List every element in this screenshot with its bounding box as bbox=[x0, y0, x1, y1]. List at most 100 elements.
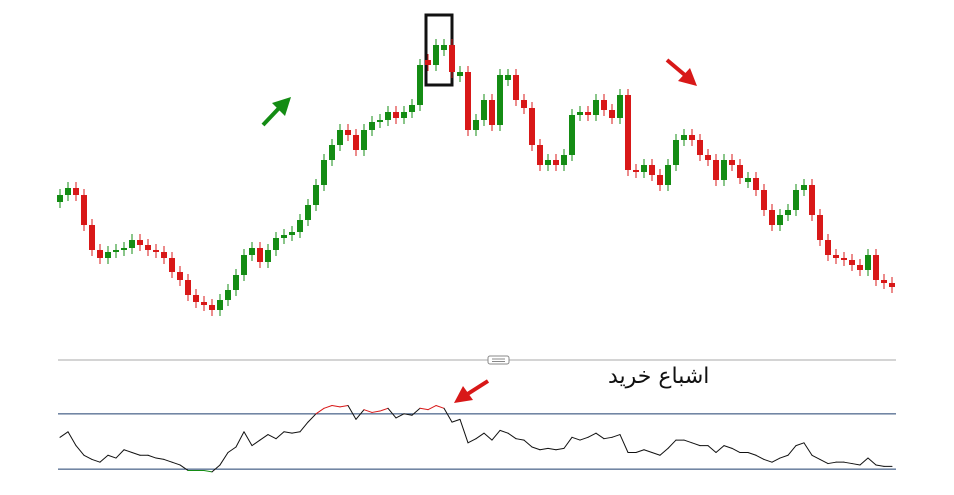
candle-body bbox=[849, 260, 855, 265]
candle-body bbox=[465, 72, 471, 130]
candle-body bbox=[633, 170, 639, 172]
candle-body bbox=[705, 155, 711, 160]
candle-body bbox=[825, 240, 831, 255]
candle-body bbox=[97, 250, 103, 258]
up-arrow bbox=[261, 97, 291, 127]
candle-body bbox=[777, 215, 783, 225]
indicator-segment bbox=[683, 439, 693, 444]
indicator-segment bbox=[659, 447, 669, 456]
candle-body bbox=[177, 272, 183, 280]
candle-body bbox=[329, 145, 335, 160]
candle-body bbox=[385, 112, 391, 120]
indicator-segment bbox=[427, 405, 437, 411]
candle-body bbox=[433, 45, 439, 65]
candle-body bbox=[473, 120, 479, 130]
indicator-segment bbox=[275, 431, 285, 440]
indicator-segment bbox=[715, 445, 725, 454]
candle-body bbox=[169, 258, 175, 272]
candle-body bbox=[489, 100, 495, 125]
indicator-segment bbox=[555, 447, 565, 451]
indicator-segment bbox=[91, 458, 101, 463]
indicator-segment bbox=[75, 445, 85, 456]
candle-body bbox=[185, 280, 191, 295]
indicator-segment bbox=[651, 452, 661, 456]
candle-body bbox=[393, 112, 399, 118]
indicator-segment bbox=[227, 446, 237, 454]
candle-body bbox=[129, 240, 135, 248]
indicator-segment bbox=[507, 432, 517, 440]
indicator-segment bbox=[667, 439, 677, 449]
indicator-segment bbox=[579, 436, 589, 441]
candle-body bbox=[201, 302, 207, 305]
indicator-segment bbox=[587, 432, 597, 438]
indicator-segment bbox=[707, 445, 717, 454]
candle-body bbox=[321, 160, 327, 185]
candle-body bbox=[161, 252, 167, 258]
candle-body bbox=[265, 250, 271, 262]
candle-body bbox=[353, 135, 359, 150]
candle-body bbox=[449, 45, 455, 72]
indicator-segment bbox=[403, 413, 413, 416]
indicator-segment bbox=[163, 458, 173, 463]
candle-body bbox=[57, 195, 63, 202]
indicator-segment bbox=[323, 405, 333, 409]
candle-body bbox=[377, 120, 383, 122]
candle-body bbox=[521, 100, 527, 108]
indicator-segment bbox=[371, 410, 381, 413]
indicator-segment bbox=[67, 431, 77, 447]
candle-body bbox=[857, 265, 863, 270]
indicator-segment bbox=[595, 432, 605, 440]
indicator-segment bbox=[731, 447, 741, 454]
candle-body bbox=[241, 255, 247, 275]
candle-body bbox=[505, 75, 511, 80]
candle-body bbox=[209, 305, 215, 310]
candle-body bbox=[257, 248, 263, 262]
candle-body bbox=[873, 255, 879, 280]
candle-body bbox=[609, 110, 615, 118]
indicator-segment bbox=[803, 442, 813, 456]
candle-body bbox=[625, 95, 631, 170]
candle-body bbox=[617, 95, 623, 118]
candle-body bbox=[593, 100, 599, 115]
candle-body bbox=[457, 72, 463, 76]
indicator-segment bbox=[515, 438, 525, 441]
candle-body bbox=[193, 295, 199, 302]
indicator-segment bbox=[155, 457, 165, 460]
indicator-segment bbox=[843, 461, 853, 465]
indicator-segment bbox=[147, 454, 157, 459]
candle-body bbox=[585, 112, 591, 115]
candle-body bbox=[841, 258, 847, 260]
indicator-segment bbox=[267, 434, 277, 440]
indicator-segment bbox=[331, 405, 341, 408]
panel-handle[interactable] bbox=[487, 355, 510, 365]
annotation: اشباع خرید bbox=[608, 364, 709, 389]
indicator-segment bbox=[347, 405, 357, 420]
indicator-segment bbox=[467, 438, 477, 444]
down-arrow bbox=[665, 58, 697, 86]
candle-body bbox=[289, 232, 295, 235]
indicator-segment bbox=[635, 449, 645, 454]
indicator-segment bbox=[771, 457, 781, 463]
indicator-segment bbox=[291, 431, 301, 434]
indicator-segment bbox=[443, 407, 453, 423]
indicator-segment bbox=[603, 436, 613, 440]
candle-body bbox=[673, 140, 679, 165]
candle-body bbox=[513, 75, 519, 100]
candle-body bbox=[649, 165, 655, 175]
indicator-segment bbox=[491, 429, 501, 441]
indicator-segment bbox=[475, 432, 485, 440]
candle-body bbox=[417, 65, 423, 105]
indicator-segment bbox=[547, 447, 557, 451]
candle-body bbox=[73, 188, 79, 195]
candle-body bbox=[769, 210, 775, 225]
indicator-segment bbox=[307, 413, 317, 423]
indicator-segment bbox=[571, 436, 581, 441]
candle-body bbox=[233, 275, 239, 290]
indicator-segment bbox=[563, 436, 573, 449]
indicator-segment bbox=[395, 413, 405, 419]
indicator-segment bbox=[851, 463, 861, 466]
candle-body bbox=[641, 165, 647, 172]
indicator-segment bbox=[435, 405, 445, 409]
indicator-segment bbox=[123, 449, 133, 454]
candle-body bbox=[561, 155, 567, 165]
